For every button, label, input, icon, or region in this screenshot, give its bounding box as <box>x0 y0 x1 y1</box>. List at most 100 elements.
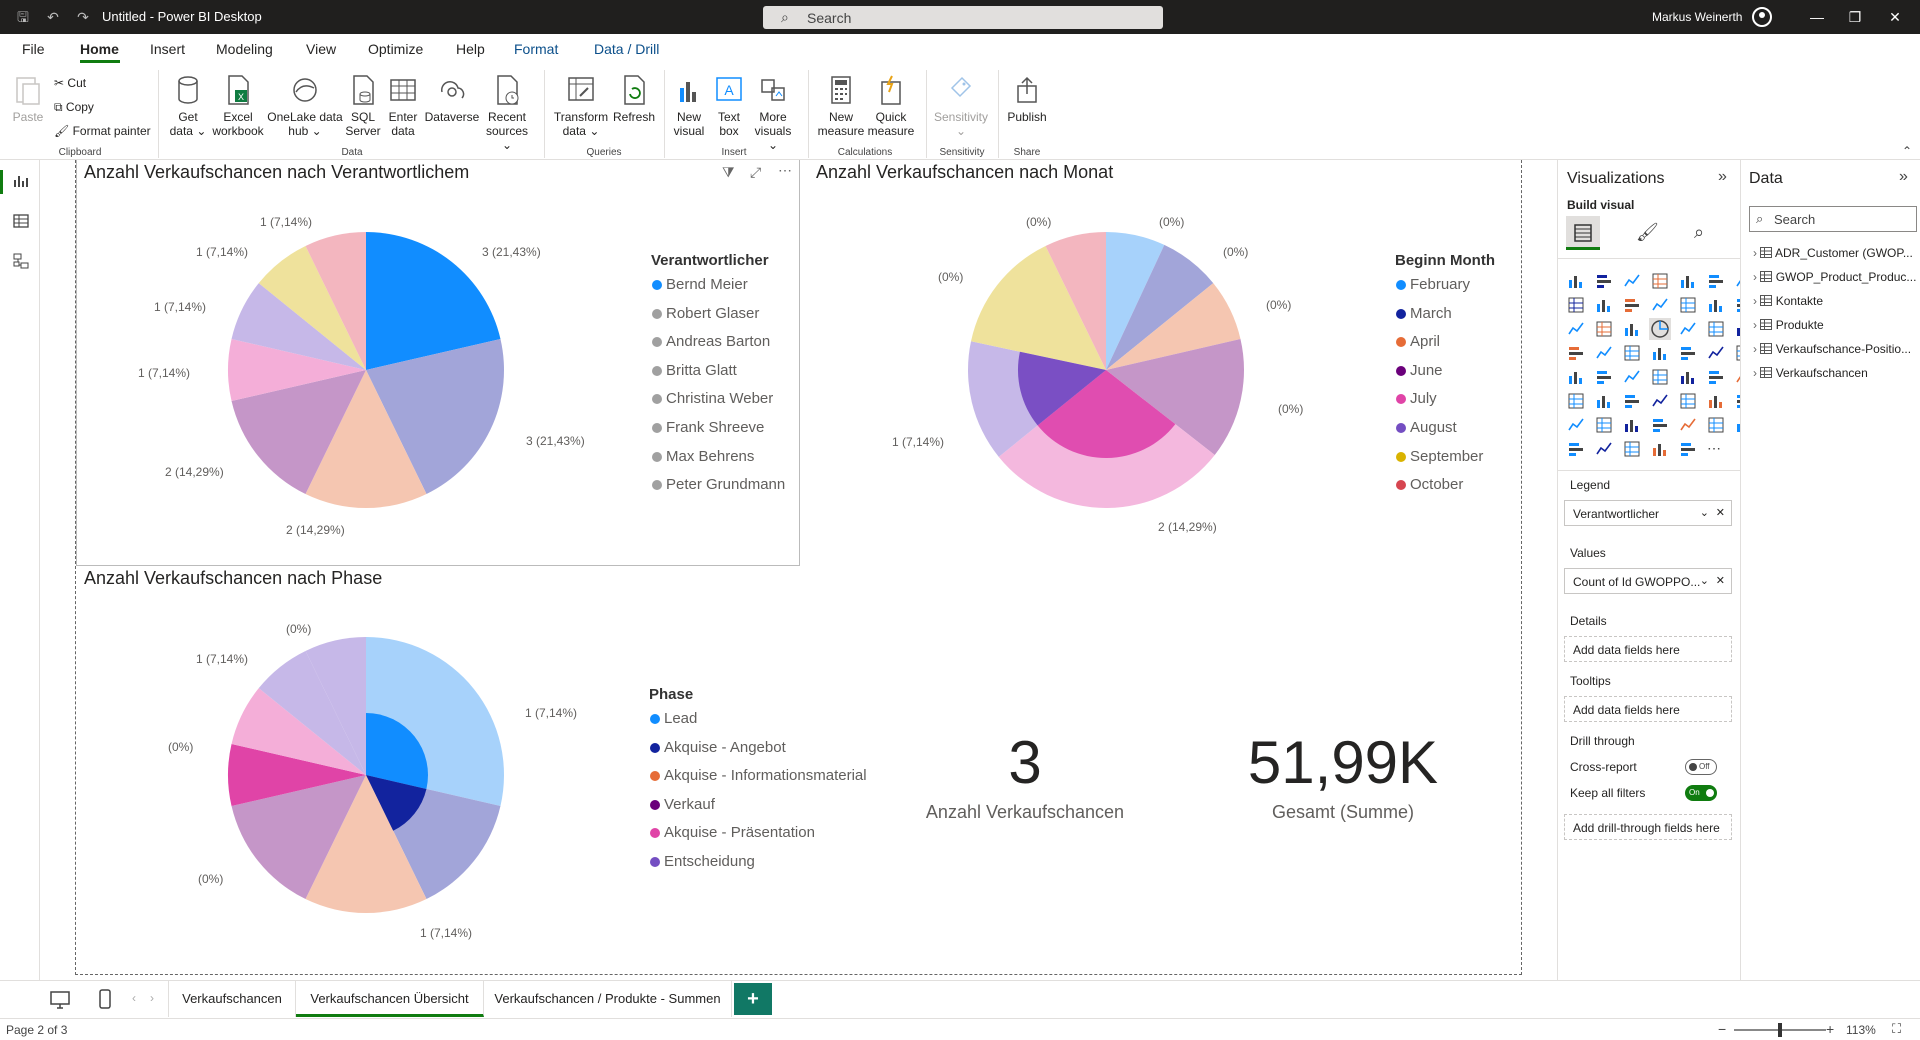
table-view-icon[interactable] <box>12 212 30 230</box>
page-tab-active[interactable]: Verkaufschancen Übersicht <box>296 981 484 1017</box>
dataverse-button[interactable]: Dataverse <box>424 74 480 124</box>
values-field[interactable]: Count of Id GWOPPO... ⌄ ✕ <box>1564 568 1732 594</box>
pie-slice[interactable] <box>231 688 366 775</box>
legend-item[interactable]: Akquise - Angebot <box>664 738 786 756</box>
legend-item[interactable]: April <box>1410 333 1441 351</box>
legend-item[interactable]: Max Behrens <box>666 447 755 465</box>
fit-to-page-icon[interactable]: ⛶ <box>1892 1021 1902 1036</box>
pie-slice[interactable] <box>1106 231 1165 370</box>
legend-item[interactable]: February <box>1410 276 1471 293</box>
model-view-icon[interactable] <box>12 252 30 270</box>
visual-type-icon[interactable] <box>1679 272 1697 290</box>
pie-slice[interactable] <box>1106 244 1214 370</box>
visual-type-icon[interactable] <box>1567 320 1585 338</box>
chevron-right-icon[interactable]: › <box>1753 294 1761 308</box>
avatar[interactable] <box>1752 7 1772 27</box>
onelake-data-hub-button[interactable]: OneLake data hub ⌄ <box>266 74 344 138</box>
visual-type-icon[interactable] <box>1679 344 1697 362</box>
desktop-layout-icon[interactable] <box>50 991 70 1009</box>
table-row[interactable]: › Produkte <box>1753 318 1824 332</box>
visual-type-icon[interactable] <box>1707 344 1725 362</box>
data-search-input[interactable]: ⌕ Search <box>1749 206 1917 232</box>
mobile-layout-icon[interactable] <box>98 989 112 1009</box>
visual-type-icon[interactable] <box>1707 296 1725 314</box>
legend-item[interactable]: Andreas Barton <box>666 333 771 351</box>
legend-item[interactable]: Britta Glatt <box>666 361 737 379</box>
quick-measure-button[interactable]: Quick measure <box>866 74 916 138</box>
visual1-pie-chart[interactable] <box>120 200 540 540</box>
visual-type-icon[interactable] <box>1623 368 1641 386</box>
visual-type-icon[interactable] <box>1679 416 1697 434</box>
legend-item[interactable]: March <box>1410 304 1452 322</box>
visual-type-icon[interactable] <box>1567 296 1585 314</box>
copy-button[interactable]: ⧉ Copy <box>54 100 94 115</box>
pie-slice[interactable] <box>1037 370 1176 458</box>
collapse-ribbon-icon[interactable]: ⌃ <box>1902 144 1913 158</box>
menu-file[interactable]: File <box>22 41 45 57</box>
publish-button[interactable]: Publish <box>1004 74 1050 124</box>
legend-item[interactable]: June <box>1410 361 1443 379</box>
sql-server-button[interactable]: SQL Server <box>344 74 382 138</box>
chevron-right-icon[interactable]: › <box>1753 318 1761 332</box>
pie-slice[interactable] <box>231 775 366 900</box>
text-box-button[interactable]: A Text box <box>710 74 748 138</box>
chevron-right-icon[interactable]: › <box>1753 366 1761 380</box>
keep-filters-toggle[interactable]: On <box>1685 785 1717 801</box>
cut-button[interactable]: ✂ Cut <box>54 76 86 90</box>
visual2-pie-chart[interactable] <box>880 200 1360 540</box>
sensitivity-button[interactable]: Sensitivity ⌄ <box>932 74 990 138</box>
zoom-slider[interactable] <box>1734 1023 1826 1037</box>
menu-view[interactable]: View <box>306 41 337 57</box>
pie-slice[interactable] <box>366 232 501 370</box>
remove-field-icon[interactable]: ✕ <box>1715 507 1725 519</box>
pie-slice[interactable] <box>231 283 366 370</box>
visual-type-icon[interactable] <box>1651 392 1669 410</box>
analytics-icon[interactable]: ⌕ <box>1694 222 1705 242</box>
visual-type-icon[interactable] <box>1567 440 1585 458</box>
menu-format[interactable]: Format <box>514 41 559 57</box>
visual-type-icon[interactable] <box>1707 392 1725 410</box>
transform-data-button[interactable]: Transform data ⌄ <box>550 74 612 138</box>
selected-visual-type[interactable] <box>1649 318 1671 340</box>
visual-type-icon[interactable] <box>1595 392 1613 410</box>
visual-type-icon[interactable] <box>1651 344 1669 362</box>
visual-type-icon[interactable] <box>1651 296 1669 314</box>
visual-type-icon[interactable] <box>1623 320 1641 338</box>
filter-icon[interactable]: ⧩ <box>722 164 735 180</box>
menu-home[interactable]: Home <box>80 41 119 57</box>
format-painter-button[interactable]: 🖌 Format painter <box>54 124 151 138</box>
visual-type-icon[interactable] <box>1567 344 1585 362</box>
visual-type-icon[interactable] <box>1707 416 1725 434</box>
collapse-pane-icon[interactable]: » <box>1718 168 1727 185</box>
pie-slice[interactable] <box>258 650 366 775</box>
visual-type-icon[interactable] <box>1707 368 1725 386</box>
refresh-button[interactable]: Refresh <box>610 74 658 124</box>
table-row[interactable]: › Verkaufschancen <box>1753 366 1868 380</box>
pie-slice[interactable] <box>1106 338 1244 455</box>
legend-item[interactable]: August <box>1410 419 1457 436</box>
pie-slice[interactable] <box>971 245 1106 370</box>
legend-item[interactable]: Lead <box>664 710 698 727</box>
minimize-icon[interactable]: — <box>1810 9 1824 25</box>
visual-type-icon[interactable] <box>1595 344 1613 362</box>
menu-modeling[interactable]: Modeling <box>216 41 273 57</box>
build-visual-tab[interactable] <box>1566 216 1600 250</box>
pie-slice[interactable] <box>1045 232 1106 370</box>
visual3-pie-chart[interactable] <box>120 610 540 940</box>
visual-selection-frame[interactable] <box>76 160 800 566</box>
legend-field[interactable]: Verantwortlicher ⌄ ✕ <box>1564 500 1732 526</box>
pie-slice[interactable] <box>366 775 427 831</box>
more-visuals-button[interactable]: More visuals ⌄ <box>748 74 798 152</box>
legend-item[interactable]: Entscheidung <box>664 853 755 870</box>
save-icon[interactable]: 🖫 <box>17 9 29 25</box>
pie-slice[interactable] <box>258 245 366 370</box>
close-icon[interactable]: ✕ <box>1889 9 1901 25</box>
visual-type-icon[interactable] <box>1679 440 1697 458</box>
pie-slice[interactable] <box>305 232 366 370</box>
more-visuals-icon[interactable]: ⋯ <box>1707 440 1721 456</box>
pie-slice[interactable] <box>305 637 366 775</box>
visual-type-icon[interactable] <box>1623 416 1641 434</box>
pie-slice[interactable] <box>1018 351 1106 426</box>
more-options-icon[interactable]: ⋯ <box>778 162 792 178</box>
pie-slice[interactable] <box>366 338 504 495</box>
